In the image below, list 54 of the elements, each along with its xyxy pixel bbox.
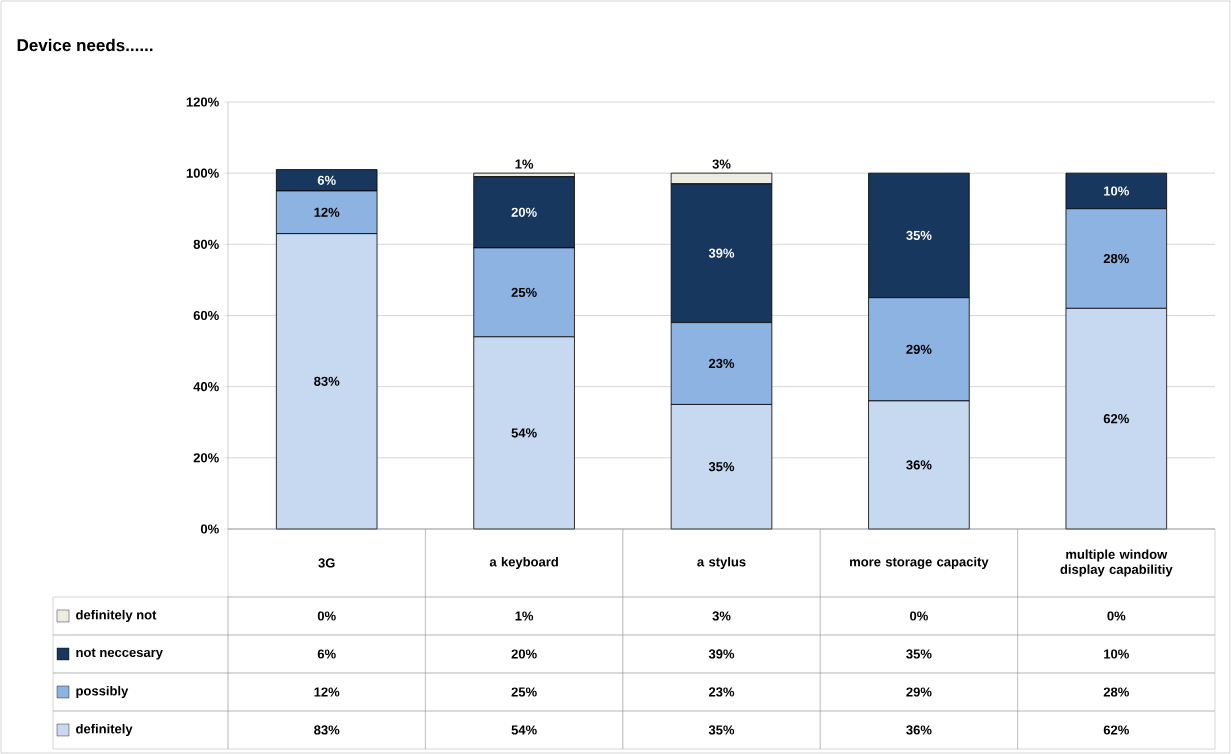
data-label: 35% bbox=[906, 649, 932, 659]
legend-label: definitely not bbox=[76, 609, 157, 623]
text: 29% bbox=[906, 344, 932, 354]
y-tick-label: 0% bbox=[200, 524, 219, 534]
text: 83% bbox=[314, 376, 340, 386]
text: 12% bbox=[314, 207, 340, 217]
data-label: 62% bbox=[1103, 725, 1129, 735]
data-label: 36% bbox=[906, 725, 932, 735]
data-label: 39% bbox=[708, 649, 735, 659]
y-tick-label: 40% bbox=[193, 382, 219, 392]
text: Device needs...... bbox=[17, 38, 153, 52]
text: 6% bbox=[317, 175, 336, 185]
text: 1% bbox=[515, 159, 534, 169]
data-label: 54% bbox=[511, 725, 537, 735]
text: 25% bbox=[511, 287, 537, 297]
data-label: 10% bbox=[1104, 649, 1129, 659]
data-label: 6% bbox=[317, 649, 336, 659]
data-label: 35% bbox=[708, 725, 735, 735]
x-tick-label: a keyboard bbox=[489, 556, 558, 570]
data-label: 20% bbox=[511, 649, 537, 659]
x-tick-label: more storage capacity bbox=[850, 556, 989, 570]
text: 36% bbox=[906, 460, 932, 470]
text: 54% bbox=[511, 428, 537, 438]
legend-label: possibly bbox=[76, 685, 129, 699]
x-tick-label: multiple window display capabilitiy bbox=[1060, 549, 1173, 577]
data-label: 0% bbox=[910, 611, 928, 621]
data-label: 1% bbox=[515, 611, 534, 621]
data-label: 0% bbox=[1107, 611, 1126, 621]
data-label: 23% bbox=[708, 687, 735, 697]
y-tick-label: 80% bbox=[193, 239, 219, 249]
text: 35% bbox=[906, 230, 932, 240]
data-label: 25% bbox=[511, 687, 537, 697]
text: 20% bbox=[511, 207, 537, 217]
x-tick-label: 3G bbox=[318, 558, 335, 568]
data-label: 28% bbox=[1103, 687, 1129, 697]
text: 28% bbox=[1103, 253, 1129, 264]
data-label: 3% bbox=[712, 611, 731, 621]
data-label: 12% bbox=[314, 687, 340, 697]
data-label: 83% bbox=[314, 725, 340, 735]
text: 35% bbox=[708, 462, 735, 472]
y-tick-label: 100% bbox=[186, 168, 219, 178]
legend-label: definitely bbox=[76, 723, 133, 737]
y-tick-label: 20% bbox=[193, 453, 219, 463]
text: 62% bbox=[1103, 414, 1129, 424]
text: 23% bbox=[708, 358, 735, 369]
data-label: 0% bbox=[317, 611, 336, 621]
text: 39% bbox=[708, 248, 735, 258]
text: 10% bbox=[1104, 186, 1129, 196]
data-label: 29% bbox=[906, 687, 932, 697]
legend-label: not neccesary bbox=[76, 648, 163, 660]
y-tick-label: 60% bbox=[193, 310, 219, 321]
text: 3% bbox=[712, 159, 731, 169]
y-tick-label: 120% bbox=[186, 97, 219, 107]
x-tick-label: a stylus bbox=[697, 556, 746, 570]
